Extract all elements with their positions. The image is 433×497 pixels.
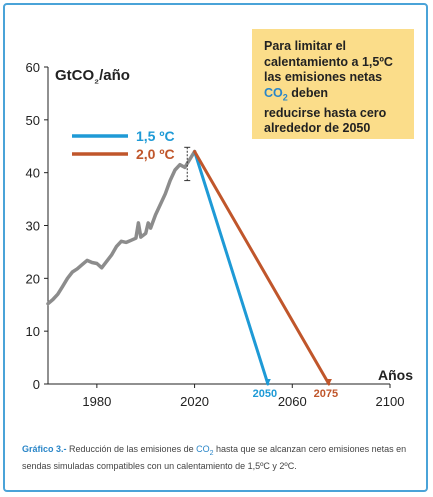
- callout-line: las emisiones netas: [264, 70, 383, 84]
- y-axis-label: GtCO₂/año: [55, 67, 130, 86]
- callout-line: alrededor de 2050: [264, 121, 371, 135]
- end-year-arrow: [264, 379, 271, 385]
- x-axis-label: Años: [378, 367, 413, 383]
- emissions-chart: 0 10 20 30 40 50 60 1980 2020 2060 2100 2050 2075 1…: [26, 60, 414, 409]
- chart-legend: 1,5 ºC 2,0 ºC: [72, 128, 175, 162]
- caption-text: hasta que se alcanzan cero emisiones net…: [22, 444, 407, 471]
- y-tick-label: 20: [26, 271, 40, 286]
- callout-co2: CO: [264, 85, 283, 100]
- series-line-2: [193, 150, 331, 386]
- y-tick-label: 10: [26, 324, 40, 339]
- end-year-label: 2050: [253, 388, 277, 400]
- x-tick-label: 1980: [82, 394, 111, 409]
- legend-label: 1,5 ºC: [136, 128, 175, 144]
- end-year-arrow: [325, 379, 332, 385]
- caption-co2-sub: 2: [209, 449, 214, 457]
- x-tick-label: 2100: [376, 394, 405, 409]
- x-tick-label: 2020: [180, 394, 209, 409]
- y-tick-label: 50: [26, 113, 40, 128]
- x-tick-label: 2060: [278, 394, 307, 409]
- caption-co2: CO: [196, 444, 210, 454]
- callout-text: deben: [287, 85, 329, 100]
- callout-line: calentamiento a 1,5ºC: [264, 54, 393, 69]
- caption-label: Gráfico 3.-: [22, 444, 67, 454]
- chart-marks: 2050 2075: [46, 146, 338, 400]
- figure-caption: Gráfico 3.- Reducción de las emisiones d…: [22, 443, 418, 472]
- end-year-label: 2075: [314, 388, 338, 400]
- callout-line: Para limitar el: [264, 39, 346, 53]
- callout-line: reducirse hasta cero: [264, 105, 387, 120]
- series-line-0: [46, 149, 197, 306]
- callout-co2-sub: 2: [282, 92, 288, 102]
- caption-text: Reducción de las emisiones de: [66, 444, 197, 454]
- callout-line: CO2 deben: [264, 86, 406, 106]
- y-tick-label: 30: [26, 219, 40, 234]
- legend-label: 2,0 ºC: [136, 146, 175, 162]
- callout-box: Para limitar el calentamiento a 1,5ºC la…: [252, 29, 414, 139]
- y-tick-label: 60: [26, 60, 40, 75]
- y-tick-label: 40: [26, 166, 40, 181]
- chart-axes: 0 10 20 30 40 50 60 1980 2020 2060 2100: [26, 60, 405, 409]
- series-line-1: [193, 150, 270, 386]
- y-tick-label: 0: [33, 377, 40, 392]
